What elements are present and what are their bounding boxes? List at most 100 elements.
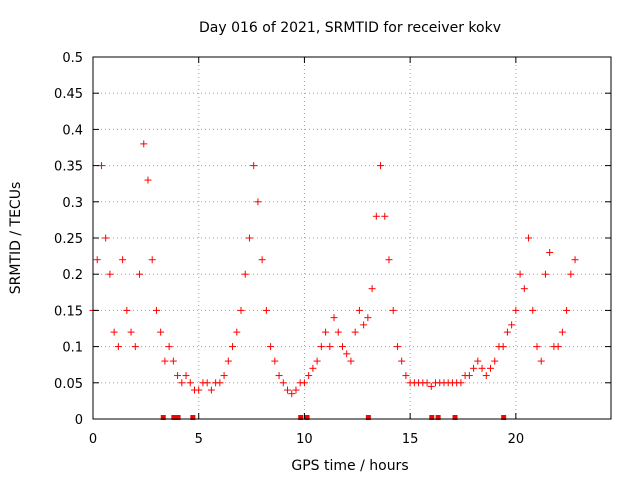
data-point	[398, 357, 406, 365]
y-tick-label: 0.35	[54, 160, 83, 175]
x-tick-label: 5	[195, 432, 203, 447]
axis-marker	[160, 415, 166, 420]
data-point	[169, 357, 177, 365]
data-point	[482, 372, 490, 380]
axis-marker	[190, 415, 196, 420]
y-tick-label: 0.45	[54, 87, 83, 102]
axis-marker	[365, 415, 371, 420]
data-point	[322, 328, 330, 336]
data-point	[284, 386, 292, 394]
data-point	[254, 198, 262, 206]
data-point	[275, 372, 283, 380]
data-point	[533, 343, 541, 351]
y-tick-label: 0.5	[62, 51, 83, 66]
data-point	[174, 372, 182, 380]
axis-marker	[171, 415, 177, 420]
data-point	[271, 357, 279, 365]
x-tick-label: 10	[296, 432, 313, 447]
data-point	[520, 285, 528, 293]
data-point	[123, 306, 131, 314]
axis-marker	[435, 415, 441, 420]
data-point	[245, 234, 253, 242]
y-tick-label: 0.4	[62, 123, 83, 138]
data-point	[546, 248, 554, 256]
data-point	[491, 357, 499, 365]
data-point	[470, 364, 478, 372]
data-point	[216, 379, 224, 387]
y-tick-label: 0.05	[54, 377, 83, 392]
data-point	[220, 372, 228, 380]
axis-marker	[304, 415, 310, 420]
data-point	[110, 328, 118, 336]
data-point	[127, 328, 135, 336]
data-point	[292, 386, 300, 394]
axis-marker	[452, 415, 458, 420]
data-point	[233, 328, 241, 336]
data-point	[567, 270, 575, 278]
data-point	[512, 306, 520, 314]
axis-markers	[160, 415, 507, 420]
data-point	[478, 364, 486, 372]
data-point	[389, 306, 397, 314]
axis-marker	[298, 415, 304, 420]
data-point	[140, 140, 148, 148]
data-point	[427, 382, 435, 390]
data-point	[93, 256, 101, 264]
data-point	[224, 357, 232, 365]
x-tick-label: 15	[402, 432, 419, 447]
data-point	[343, 350, 351, 358]
data-point	[136, 270, 144, 278]
data-point	[486, 364, 494, 372]
data-point	[516, 270, 524, 278]
data-point	[157, 328, 165, 336]
data-point	[423, 379, 431, 387]
data-point	[474, 357, 482, 365]
data-point	[385, 256, 393, 264]
data-point	[508, 321, 516, 329]
data-point	[377, 162, 385, 170]
data-point	[165, 343, 173, 351]
data-point	[360, 321, 368, 329]
data-point	[241, 270, 249, 278]
data-point	[313, 357, 321, 365]
data-point	[529, 306, 537, 314]
y-tick-label: 0.25	[54, 232, 83, 247]
data-point	[503, 328, 511, 336]
data-point	[203, 379, 211, 387]
data-point	[309, 364, 317, 372]
x-axis-label: GPS time / hours	[291, 458, 408, 474]
data-point	[537, 357, 545, 365]
data-point	[182, 372, 190, 380]
data-point	[114, 343, 122, 351]
axis-marker	[175, 415, 181, 420]
data-point	[355, 306, 363, 314]
y-tick-label: 0	[75, 413, 83, 428]
y-tick-label: 0.1	[62, 341, 83, 356]
data-points	[89, 140, 579, 398]
data-point	[571, 256, 579, 264]
chart-title: Day 016 of 2021, SRMTID for receiver kok…	[199, 20, 501, 36]
data-point	[317, 343, 325, 351]
y-tick-label: 0.15	[54, 304, 83, 319]
y-tick-label: 0.2	[62, 268, 83, 283]
data-point	[300, 379, 308, 387]
data-point	[237, 306, 245, 314]
axis-ticks	[92, 56, 611, 420]
data-point	[152, 306, 160, 314]
data-point	[525, 234, 533, 242]
data-point	[558, 328, 566, 336]
data-point	[267, 343, 275, 351]
data-point	[563, 306, 571, 314]
data-point	[334, 328, 342, 336]
data-point	[250, 162, 258, 170]
data-point	[195, 386, 203, 394]
data-point	[541, 270, 549, 278]
data-point	[279, 379, 287, 387]
data-point	[554, 343, 562, 351]
data-point	[144, 176, 152, 184]
data-point	[97, 162, 105, 170]
axis-marker	[501, 415, 507, 420]
data-point	[326, 343, 334, 351]
x-tick-label: 0	[89, 432, 97, 447]
